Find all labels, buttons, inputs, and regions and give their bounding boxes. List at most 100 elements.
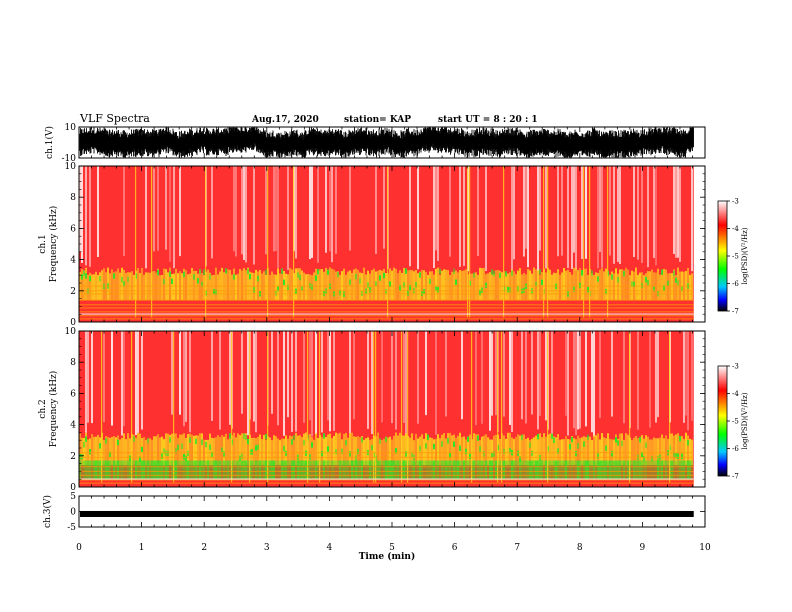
spectrum-cell: [273, 435, 275, 466]
spectrum-cell: [461, 331, 463, 420]
spectrum-cell: [625, 267, 627, 301]
spectrum-cell: [579, 438, 581, 466]
spectrum-cell: [567, 438, 569, 466]
spectrum-line: [79, 304, 694, 306]
spectrum-cell: [505, 273, 507, 301]
spectrum-cell: [657, 455, 659, 462]
spectrum-cell: [455, 460, 457, 480]
spectrum-cell: [103, 460, 105, 480]
spectrum-cell: [499, 272, 501, 279]
spectrum-cell: [435, 285, 437, 292]
spectrum-cell: [155, 436, 157, 466]
spectrum-cell: [645, 273, 647, 301]
spectrum-cell: [385, 436, 387, 443]
spectrum-cell: [355, 273, 357, 280]
spectrum-cell: [283, 445, 285, 452]
spectrum-cell: [89, 460, 91, 480]
spectrum-cell: [315, 331, 317, 435]
spectrum-cell: [211, 437, 213, 466]
spectrum-cell: [521, 274, 523, 301]
spectrum-cell: [579, 460, 581, 480]
spectrum-cell: [335, 460, 337, 480]
spectrum-cell: [421, 434, 423, 466]
spectrum-cell: [689, 274, 691, 301]
spectrum-cell: [279, 273, 281, 301]
spectrum-cell: [205, 166, 207, 318]
spectrum-cell: [141, 460, 143, 480]
colorbar-2-label: log(PSD)(V²/Hz): [741, 392, 749, 449]
spectrum-cell: [285, 273, 287, 301]
spectrum-cell: [439, 268, 441, 275]
spectrum-cell: [87, 460, 89, 480]
spectrum-cell: [631, 460, 633, 480]
spectrum-cell: [503, 460, 505, 480]
spectrum-cell: [403, 282, 405, 288]
spectrum-cell: [197, 273, 199, 301]
spectrum-cell: [99, 443, 101, 449]
spectrum-cell: [195, 460, 197, 480]
spectrum-cell: [177, 273, 179, 301]
spectrum-cell: [189, 437, 191, 443]
spectrum-cell: [157, 269, 159, 276]
spectrum-cell: [187, 460, 189, 480]
spectrum-cell: [325, 267, 327, 301]
spectrum-cell: [655, 331, 657, 423]
spectrum-cell: [83, 270, 85, 276]
spectrum-cell: [601, 433, 603, 466]
spectrum-cell: [661, 460, 663, 480]
spectrum-cell: [199, 268, 201, 275]
spectrum-cell: [335, 449, 337, 455]
colorbar-1-ticks: -3 -4 -5 -6 -7: [727, 198, 739, 316]
spectrum-cell: [169, 434, 171, 466]
spectrum-cell: [243, 166, 245, 260]
spectrum-cell: [615, 434, 617, 466]
spectrum-cell: [299, 268, 301, 301]
spectrum-cell: [229, 331, 231, 425]
spectrum-cell: [419, 272, 421, 278]
spectrum-cell: [437, 267, 439, 301]
spectrum-cell: [289, 435, 291, 466]
spectrum-cell: [315, 275, 317, 281]
spectrum-cell: [179, 166, 181, 257]
spectrum-cell: [659, 274, 661, 301]
spectrum-cell: [111, 460, 113, 480]
spectrum-cell: [189, 331, 191, 433]
spectrum-cell: [609, 166, 611, 256]
spectrum-cell: [389, 460, 391, 480]
spectrum-cell: [481, 287, 483, 293]
spectrum-cell: [221, 447, 223, 453]
spectrum-cell: [301, 270, 303, 301]
spectrum-cell: [241, 270, 243, 301]
spectrum-cell: [587, 434, 589, 441]
spectrum-cell: [323, 433, 325, 439]
spectrum-cell: [437, 286, 439, 293]
spectrum-cell: [675, 460, 677, 480]
spectrum-cell: [157, 268, 159, 301]
spectrum-cell: [439, 460, 441, 480]
spectrum-cell: [473, 273, 475, 301]
spectrum-cell: [553, 437, 555, 444]
spectrum-cell: [121, 276, 123, 283]
spectrogram-1-axis: 0 2 4 6 8 10: [65, 162, 706, 328]
spectrum-cell: [625, 433, 627, 466]
spectrum-cell: [591, 273, 593, 301]
spectrum-cell: [127, 276, 129, 283]
spectrum-cell: [219, 436, 221, 466]
spectrum-cell: [537, 331, 539, 430]
spectrum-cell: [125, 439, 127, 466]
colorbar-1-label: log(PSD)(V²/Hz): [741, 227, 749, 284]
spectrum-cell: [85, 432, 87, 466]
spectrum-cell: [381, 331, 383, 423]
spectrum-cell: [461, 460, 463, 480]
spectrum-cell: [421, 460, 423, 480]
spectrum-cell: [645, 460, 647, 480]
x-tick-label: 7: [514, 543, 520, 553]
spectrum-cell: [181, 460, 183, 480]
spectrum-cell: [139, 456, 141, 462]
spectrum-line: [79, 318, 694, 320]
spectrum-cell: [673, 269, 675, 301]
spectrum-cell: [355, 460, 357, 480]
spectrum-cell: [463, 270, 465, 301]
spectrum-cell: [255, 460, 257, 480]
spectrum-cell: [217, 274, 219, 301]
